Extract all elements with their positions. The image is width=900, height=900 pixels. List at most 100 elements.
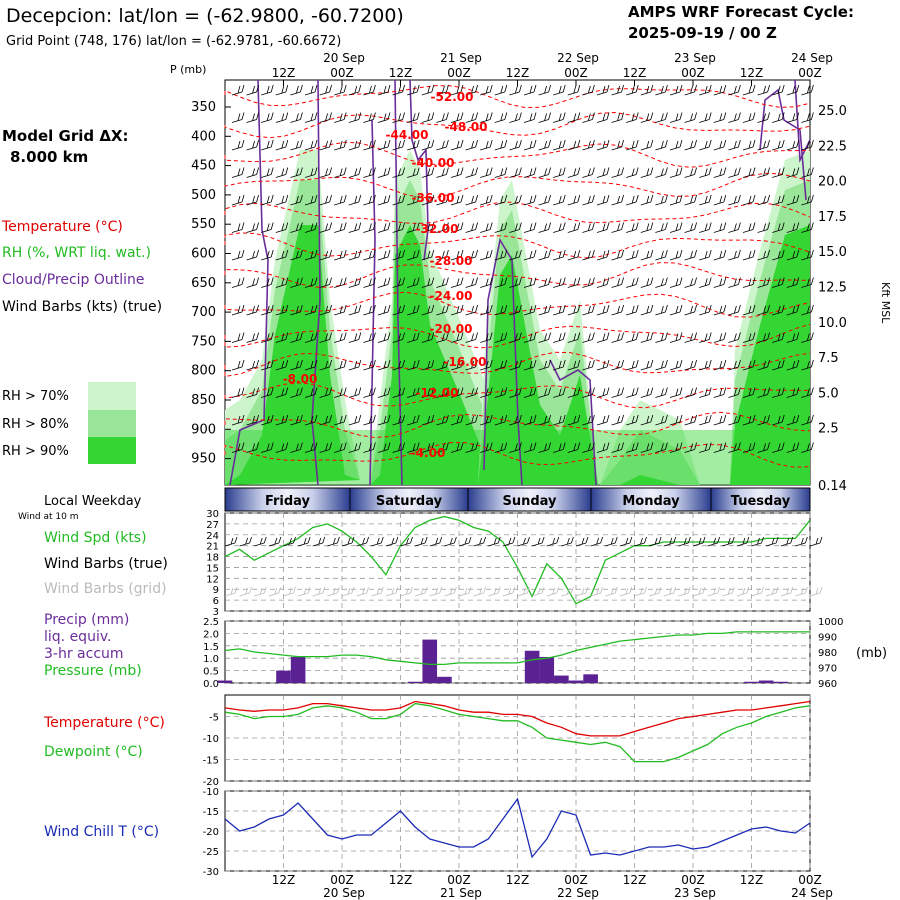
wind-barb (480, 332, 493, 343)
wind-barb (363, 167, 376, 178)
wind-barb (611, 249, 624, 261)
surface-wind-barb (327, 536, 340, 547)
temperature-label: Temperature (°C) (43, 715, 165, 731)
wind-barb (596, 414, 610, 426)
wind-barb (786, 332, 800, 343)
wind-barb (596, 222, 610, 233)
wind-barb (567, 277, 581, 288)
grid-wind-barb (254, 586, 267, 597)
wind-barb (407, 304, 420, 316)
wind-barb (640, 442, 654, 453)
wind-barb (407, 84, 420, 96)
wind-barb (261, 304, 274, 316)
wind-barb (801, 442, 814, 453)
wind-barb (655, 387, 668, 398)
wind-barb (567, 414, 581, 426)
wind-barb (567, 359, 581, 371)
bottom-hour-label: 00Z (681, 873, 705, 887)
wind-barb (436, 414, 449, 426)
wind-barb (713, 222, 727, 233)
wind-barb (509, 332, 522, 343)
wind-barb (450, 359, 464, 371)
wind-barb (567, 387, 581, 398)
precip-bar (407, 681, 423, 683)
wind-barb (231, 112, 245, 123)
wind-barb (261, 332, 274, 343)
wind-barb (640, 414, 654, 426)
wind-barb (290, 442, 303, 453)
wind-barb (786, 359, 800, 371)
wind-barb (290, 414, 303, 426)
wind-barb (348, 387, 362, 398)
grid-wind-barb (371, 586, 384, 597)
pressure-ytick: 970 (818, 664, 837, 675)
wind-barb (713, 442, 727, 453)
isotherm (224, 85, 811, 109)
wind-barb (407, 249, 420, 261)
grid-wind-barb (663, 586, 677, 597)
wind-barb (348, 414, 362, 426)
bottom-hour-label: 12Z (389, 873, 413, 887)
wind-barb (772, 277, 785, 288)
temperature-panel: -5 -10 -15 -20 (203, 694, 811, 788)
wind-barb (523, 112, 537, 123)
wind-barb (450, 332, 464, 343)
wind-barb (377, 194, 391, 206)
legend-rh: RH (%, WRT liq. wat.) (2, 245, 151, 261)
wind-barb (538, 222, 551, 233)
wind-barb (392, 414, 405, 426)
wind-barb (523, 84, 537, 96)
wind-barb (246, 387, 259, 398)
wind-barb (742, 167, 756, 178)
wind-barb (772, 414, 785, 426)
wind-barb (626, 139, 639, 151)
wind-barb (523, 249, 537, 261)
wind-barb (494, 414, 508, 426)
wind-barb (699, 194, 712, 206)
wind-barb (553, 139, 566, 151)
wind-barb (231, 332, 245, 343)
wind-barb (480, 84, 493, 96)
wind-barb (742, 249, 756, 261)
top-hour-label: 00Z (564, 66, 588, 80)
isotherm-label: -48.00 (445, 120, 488, 134)
wind-barb (480, 359, 493, 371)
wind-barb (801, 387, 814, 398)
wind-barb (246, 277, 259, 288)
wind-barb (772, 304, 785, 316)
forecast-cycle-value: 2025-09-19 / 00 Z (628, 24, 777, 42)
wind-barb (436, 167, 449, 178)
surface-wind-barb (312, 536, 326, 547)
pressure-tick-label: 650 (191, 276, 216, 291)
wind-barb (742, 304, 756, 316)
precip-bar (744, 681, 759, 683)
wind-barb (801, 112, 814, 123)
precip-ytick: 1.0 (203, 654, 219, 665)
wind-barb (728, 249, 741, 261)
wind-barb (261, 387, 274, 398)
wind-barb (261, 222, 274, 233)
wind-barb (421, 222, 435, 233)
top-hour-label: 12Z (740, 66, 764, 80)
wind-barb (669, 304, 683, 316)
pressure-label: Pressure (mb) (44, 663, 142, 679)
rh-region (370, 225, 500, 485)
wind-barb (509, 249, 522, 261)
pressure-tick-label: 550 (191, 217, 216, 232)
wind-barb (655, 249, 668, 261)
wind-barb (450, 222, 464, 233)
wind-barb (669, 442, 683, 453)
wind-barb (465, 442, 478, 453)
wind-barb (801, 332, 814, 343)
wind-barb (655, 359, 668, 371)
wind-barb (640, 249, 654, 261)
wind-barb (319, 442, 332, 453)
wind-barb (334, 332, 347, 343)
wind-barb (728, 84, 741, 96)
wind-barb (611, 194, 624, 206)
precip-bar (422, 639, 438, 683)
wind-barb (465, 84, 478, 96)
wind-barb (246, 222, 259, 233)
precip-ytick: 0.5 (203, 667, 219, 678)
